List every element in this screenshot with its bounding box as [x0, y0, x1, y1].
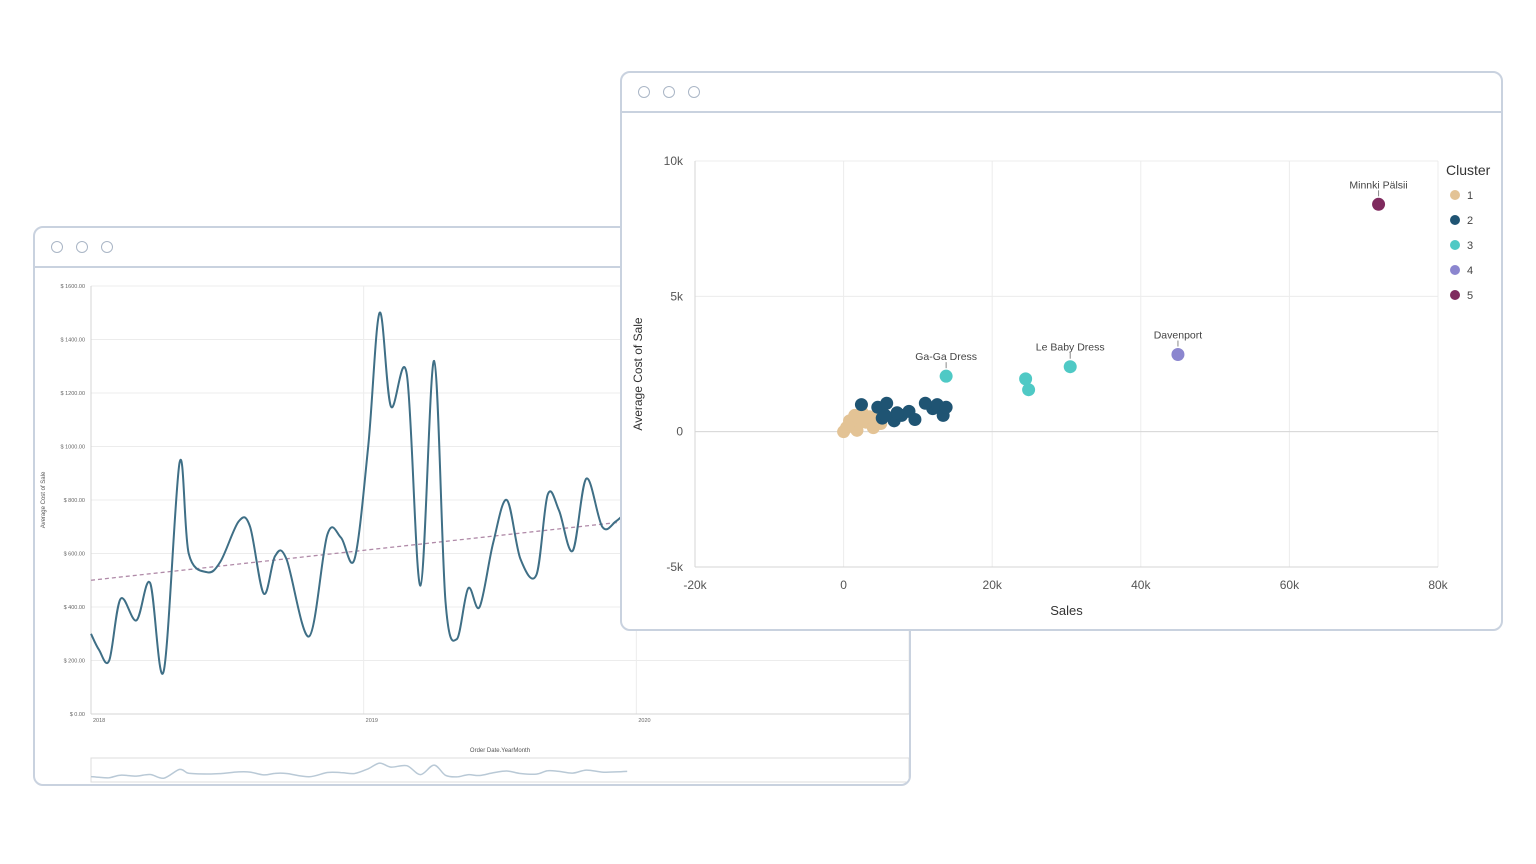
data-point: [939, 400, 953, 414]
legend-title: Cluster: [1446, 162, 1491, 178]
legend-marker: [1450, 265, 1460, 275]
y-tick-label: 5k: [670, 289, 684, 303]
data-point: [878, 408, 892, 422]
data-point: [1372, 197, 1386, 211]
y-tick-label: $ 1400.00: [61, 338, 85, 344]
navigator-line: [90, 762, 628, 780]
scatter-chart-window: -5k 0 5k 10k -20k 0 20k 40k 60k 80k Ga-Ga Dress L…: [620, 71, 1503, 631]
y-tick-label: $ 1200.00: [61, 391, 85, 397]
data-point: [1022, 383, 1036, 397]
window-circle-icon[interactable]: [663, 86, 675, 98]
x-tick-label: 0: [840, 578, 847, 592]
x-tick-label: 80k: [1428, 578, 1448, 592]
legend-label: 2: [1467, 215, 1473, 227]
annotation-label: Davenport: [1154, 330, 1203, 342]
x-axis-label: Order Date.YearMonth: [470, 748, 530, 754]
y-tick-label: $ 200.00: [64, 659, 85, 665]
legend-label: 4: [1467, 265, 1473, 277]
x-tick-label: 2018: [93, 718, 105, 724]
annotation-label: Le Baby Dress: [1036, 342, 1105, 354]
range-navigator[interactable]: [90, 757, 909, 783]
data-point: [1019, 372, 1033, 386]
data-point: [857, 411, 871, 425]
y-tick-label: $ 0.00: [70, 712, 85, 718]
data-point: [908, 412, 922, 426]
legend-marker: [1450, 240, 1460, 250]
y-tick-label: $ 1600.00: [61, 284, 85, 290]
x-tick-label: 60k: [1280, 578, 1300, 592]
legend-marker: [1450, 290, 1460, 300]
window-circle-icon[interactable]: [638, 86, 650, 98]
data-point: [854, 398, 868, 412]
legend-label: 5: [1467, 290, 1473, 302]
scatter-window-titlebar: [622, 73, 1501, 113]
data-point: [880, 396, 894, 410]
y-tick-label: 0: [676, 425, 683, 439]
series-line: [90, 311, 628, 675]
annotation-label: Minnki Pälsii: [1349, 179, 1407, 191]
trend-line: [90, 520, 628, 581]
data-point: [1063, 360, 1077, 374]
legend-marker: [1450, 215, 1460, 225]
x-axis-label: Sales: [1050, 603, 1083, 618]
x-tick-label: -20k: [683, 578, 707, 592]
data-point: [841, 419, 855, 433]
x-tick-label: 40k: [1131, 578, 1151, 592]
data-point: [890, 406, 904, 420]
data-point: [918, 396, 932, 410]
y-axis-label: Average Cost of Sale: [631, 317, 645, 431]
x-tick-label: 2019: [366, 718, 378, 724]
window-circle-icon[interactable]: [76, 241, 88, 253]
y-tick-label: $ 600.00: [64, 552, 85, 558]
x-tick-label: 20k: [983, 578, 1003, 592]
data-point: [939, 369, 953, 383]
data-point: [1171, 348, 1185, 362]
y-tick-label: -5k: [666, 560, 684, 574]
line-window-titlebar: [35, 228, 909, 268]
legend-label: 1: [1467, 190, 1473, 202]
legend: Cluster 1 2 3 4 5: [1446, 162, 1491, 302]
scatter-chart: -5k 0 5k 10k -20k 0 20k 40k 60k 80k Ga-Ga Dress L…: [631, 154, 1491, 618]
legend-label: 3: [1467, 240, 1473, 252]
legend-marker: [1450, 190, 1460, 200]
window-circle-icon[interactable]: [101, 241, 113, 253]
y-tick-label: $ 400.00: [64, 605, 85, 611]
annotation-label: Ga-Ga Dress: [915, 351, 977, 363]
window-circle-icon[interactable]: [51, 241, 63, 253]
y-tick-label: $ 1000.00: [61, 445, 85, 451]
window-circle-icon[interactable]: [688, 86, 700, 98]
y-tick-label: $ 800.00: [64, 498, 85, 504]
y-axis-label: Average Cost of Sale: [41, 471, 47, 528]
x-tick-label: 2020: [638, 718, 650, 724]
y-tick-label: 10k: [664, 154, 684, 168]
